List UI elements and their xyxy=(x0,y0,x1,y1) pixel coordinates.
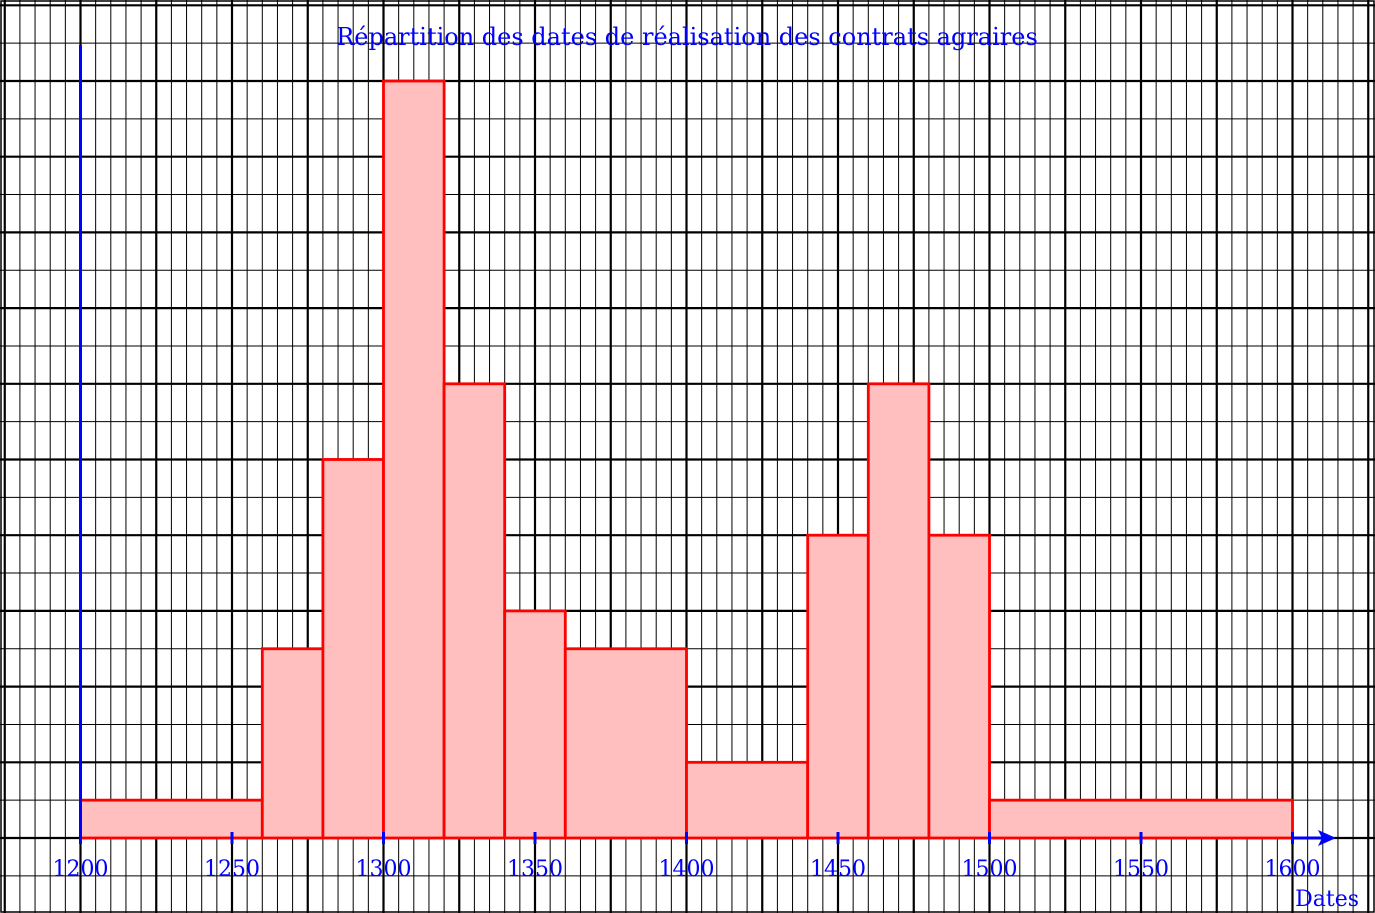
histogram-bar-1440-1460 xyxy=(806,533,870,840)
x-tick-labels: 1200 1250 1300 1350 1400 1450 1500 1550 1600 xyxy=(53,832,1321,882)
axes xyxy=(79,45,1336,846)
histogram-bar-1200-1260 xyxy=(79,798,264,840)
x-tick-label: 1600 xyxy=(1265,857,1321,882)
histogram-bar-1260-1280 xyxy=(260,647,325,840)
x-tick-label: 1350 xyxy=(507,857,563,882)
histogram-bar-1460-1480 xyxy=(866,382,931,840)
x-tick-label: 1250 xyxy=(204,857,260,882)
histogram-bar-1480-1500 xyxy=(927,533,991,840)
histogram-bar-1280-1300 xyxy=(321,458,385,840)
x-tick-label: 1550 xyxy=(1113,857,1169,882)
x-tick-label: 1500 xyxy=(962,857,1018,882)
x-tick-label: 1300 xyxy=(356,857,412,882)
chart-title: Répartition des dates de réalisation des… xyxy=(336,23,1038,51)
x-axis-arrow-icon xyxy=(1318,830,1336,846)
histogram-bar-1300-1320 xyxy=(382,79,446,840)
histogram-bars xyxy=(79,79,1294,840)
x-tick-label: 1450 xyxy=(810,857,866,882)
histogram-bar-1400-1440 xyxy=(685,760,810,840)
x-tick-label: 1200 xyxy=(53,857,109,882)
x-axis-label: Dates xyxy=(1295,887,1359,912)
histogram-bar-1360-1400 xyxy=(563,647,688,840)
x-tick-label: 1400 xyxy=(659,857,715,882)
histogram-bar-1340-1360 xyxy=(503,609,567,840)
histogram-bar-1320-1340 xyxy=(442,382,507,840)
